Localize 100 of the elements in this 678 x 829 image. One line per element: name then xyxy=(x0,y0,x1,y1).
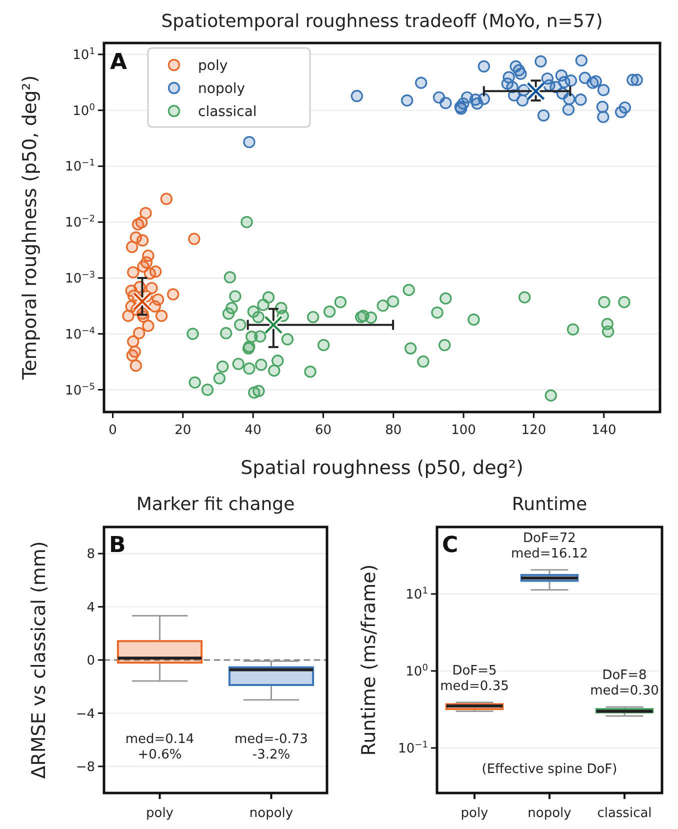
point xyxy=(220,327,232,340)
point xyxy=(440,292,452,305)
point xyxy=(438,338,451,352)
annotation: med=0.14 +0.6% xyxy=(125,732,194,763)
point xyxy=(272,354,284,367)
point xyxy=(516,94,529,107)
x-tick-label: poly xyxy=(146,806,174,821)
point xyxy=(229,290,242,302)
legend-label: poly xyxy=(198,58,228,74)
annotation: med=-0.73 -3.2% xyxy=(234,732,308,763)
y-tick-label: 0 xyxy=(86,654,95,669)
x-tick-label: 0 xyxy=(108,423,117,438)
point xyxy=(417,355,430,368)
y-axis-title: ΔRMSE vs classical (mm) xyxy=(28,541,50,779)
point xyxy=(232,358,244,370)
x-tick-label: 120 xyxy=(521,423,546,438)
point xyxy=(323,306,336,318)
x-tick-label: 20 xyxy=(174,423,192,438)
point xyxy=(155,310,168,322)
annotation: A xyxy=(110,50,128,75)
chart-title: Spatiotemporal roughness tradeoff (MoYo, n=57) xyxy=(161,11,603,32)
annotation: DoF=8 med=0.30 xyxy=(590,668,659,699)
point xyxy=(537,109,550,122)
y-tick-label: 10$^{−2}$ xyxy=(65,214,95,231)
point xyxy=(234,318,246,331)
point xyxy=(478,60,490,73)
point xyxy=(376,300,389,312)
point xyxy=(598,296,610,308)
point xyxy=(148,300,161,313)
point xyxy=(431,306,444,319)
point xyxy=(544,389,558,402)
x-tick-label: 100 xyxy=(451,423,476,438)
y-axis-title: Runtime (ms/frame) xyxy=(358,564,380,756)
point xyxy=(590,75,602,88)
y-tick-label: 10$^{−3}$ xyxy=(65,270,96,287)
point xyxy=(334,296,347,308)
point xyxy=(618,101,632,114)
point xyxy=(630,74,643,86)
y-tick-label: 10$^{0}$ xyxy=(406,663,428,680)
point xyxy=(127,335,140,348)
point xyxy=(478,92,490,105)
point xyxy=(575,54,588,67)
point xyxy=(126,240,138,253)
point xyxy=(415,76,428,89)
point xyxy=(501,78,514,90)
point xyxy=(534,55,547,68)
point xyxy=(562,103,575,116)
point xyxy=(386,295,400,308)
point xyxy=(281,333,294,346)
point xyxy=(142,320,154,332)
point xyxy=(404,342,417,354)
point xyxy=(402,284,415,296)
point xyxy=(254,330,266,343)
point xyxy=(400,94,414,107)
y-tick-label: 10$^{1}$ xyxy=(406,586,428,602)
y-tick-label: 10$^{0}$ xyxy=(72,102,96,119)
y-tick-label: 8 xyxy=(86,547,95,562)
point xyxy=(574,94,587,106)
point xyxy=(136,234,149,247)
x-tick-label: 40 xyxy=(244,423,262,438)
y-tick-label: −4 xyxy=(76,706,95,722)
point xyxy=(140,206,152,220)
x-tick-label: classical xyxy=(597,806,652,821)
point xyxy=(252,310,264,324)
point xyxy=(160,192,173,205)
point xyxy=(243,136,256,148)
y-tick-label: 10$^{−1}$ xyxy=(65,158,95,175)
point xyxy=(602,325,614,338)
point xyxy=(222,308,235,320)
point xyxy=(257,298,270,311)
annotation: B xyxy=(109,533,126,558)
point xyxy=(364,312,378,324)
point xyxy=(563,92,576,105)
point xyxy=(146,282,158,294)
point xyxy=(566,323,580,336)
point xyxy=(240,216,253,228)
point xyxy=(135,216,148,228)
point xyxy=(243,362,256,375)
point xyxy=(213,372,226,384)
x-tick-label: 80 xyxy=(385,423,402,438)
y-axis-title: Temporal roughness (p50, deg²) xyxy=(19,75,41,381)
point xyxy=(201,384,214,396)
x-tick-label: nopoly xyxy=(528,806,572,821)
point xyxy=(350,90,364,102)
x-tick-label: 140 xyxy=(591,423,616,438)
annotation: DoF=5 med=0.35 xyxy=(440,663,509,694)
y-tick-label: 4 xyxy=(86,600,95,616)
y-tick-label: 10$^{−4}$ xyxy=(65,326,96,342)
y-tick-label: 10$^{−5}$ xyxy=(65,382,95,398)
y-tick-label: 10$^{1}$ xyxy=(72,46,95,63)
x-axis-title: Spatial roughness (p50, deg²) xyxy=(240,457,524,479)
point xyxy=(188,376,201,389)
point xyxy=(132,327,146,340)
point xyxy=(596,100,609,114)
x-tick-label: 60 xyxy=(314,423,332,438)
point xyxy=(597,110,610,124)
point xyxy=(144,267,156,280)
point xyxy=(306,310,320,324)
point xyxy=(518,291,531,304)
point xyxy=(252,384,265,398)
